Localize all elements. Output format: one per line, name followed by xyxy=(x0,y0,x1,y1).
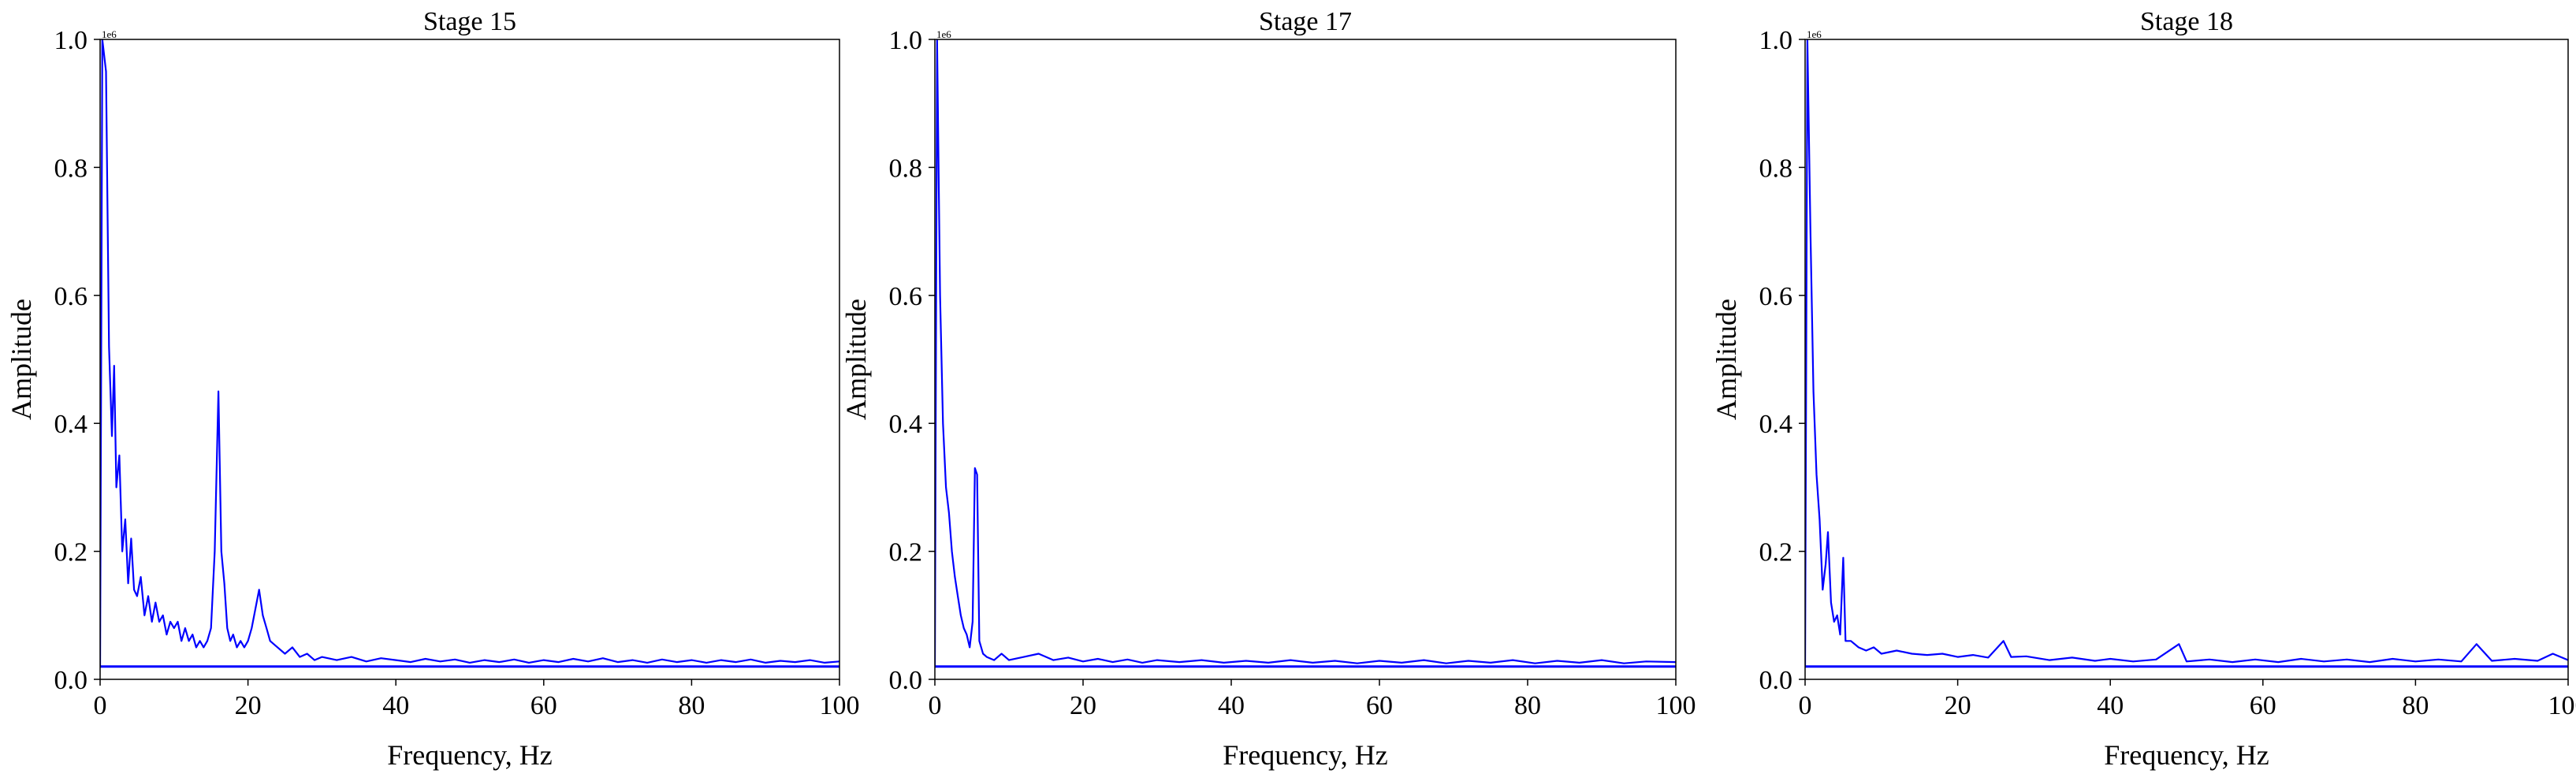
y-axis-label: Amplitude xyxy=(1711,299,1742,420)
chart-title: Stage 18 xyxy=(2140,7,2233,36)
y-tick-label: 0.0 xyxy=(54,666,88,695)
y-tick-label: 0.8 xyxy=(889,154,923,183)
x-tick-label: 40 xyxy=(1218,691,1245,720)
x-tick-label: 100 xyxy=(820,691,860,720)
x-tick-label: 80 xyxy=(1514,691,1541,720)
y-tick-label: 0.2 xyxy=(1759,538,1793,567)
x-tick-label: 20 xyxy=(235,691,262,720)
y-tick-label: 0.2 xyxy=(889,538,923,567)
y-tick-label: 0.2 xyxy=(54,538,88,567)
x-axis-label: Frequency, Hz xyxy=(387,739,553,771)
y-offset-label: 1e6 xyxy=(936,28,951,40)
x-tick-label: 60 xyxy=(530,691,557,720)
chart-title: Stage 15 xyxy=(423,7,516,36)
series-line-1 xyxy=(100,39,839,667)
chart-panel-2: 0 20 40 60 80 100 0.0 0.2 0.4 0.6 0.8 1.0 Stage 17 1e… xyxy=(840,7,1696,771)
chart-panel-1: 0 20 40 60 80 100 0.0 0.2 0.4 0.6 0.8 1.0 Stage 15 1e… xyxy=(6,7,860,771)
y-tick-label: 0.8 xyxy=(1759,154,1793,183)
x-tick-label: 20 xyxy=(1070,691,1096,720)
x-tick-label: 100 xyxy=(2548,691,2576,720)
y-tick-label: 0.4 xyxy=(889,410,923,439)
x-tick-label: 60 xyxy=(1366,691,1393,720)
y-tick-label: 0.0 xyxy=(1759,666,1793,695)
plot-frame xyxy=(99,39,840,680)
x-axis-label: Frequency, Hz xyxy=(1223,739,1388,771)
x-tick-label: 60 xyxy=(2250,691,2276,720)
y-offset-label: 1e6 xyxy=(102,28,117,40)
x-tick-label: 80 xyxy=(678,691,705,720)
y-tick-label: 0.0 xyxy=(889,666,923,695)
y-axis-label: Amplitude xyxy=(840,299,872,420)
x-tick-label: 40 xyxy=(382,691,409,720)
series-line-1 xyxy=(935,39,1676,667)
y-tick-label: 0.6 xyxy=(889,282,923,311)
plot-frame xyxy=(1804,39,2569,680)
y-axis-label: Amplitude xyxy=(6,299,37,420)
y-offset-label: 1e6 xyxy=(1807,28,1822,40)
chart-title: Stage 17 xyxy=(1259,7,1352,36)
y-tick-label: 1.0 xyxy=(54,26,88,55)
y-tick-label: 0.4 xyxy=(1759,410,1793,439)
x-axis-label: Frequency, Hz xyxy=(2104,739,2269,771)
y-tick-label: 0.8 xyxy=(54,154,88,183)
y-tick-label: 0.6 xyxy=(1759,282,1793,311)
plot-frame xyxy=(934,39,1677,680)
y-tick-label: 0.4 xyxy=(54,410,88,439)
x-tick-label: 0 xyxy=(929,691,942,720)
y-tick-label: 1.0 xyxy=(1759,26,1793,55)
chart-panel-3: 0 20 40 60 80 100 0.0 0.2 0.4 0.6 0.8 1.0 Stage 18 1e… xyxy=(1711,7,2576,771)
x-tick-label: 0 xyxy=(1799,691,1812,720)
x-tick-label: 20 xyxy=(1945,691,1971,720)
y-tick-label: 1.0 xyxy=(889,26,923,55)
x-tick-label: 100 xyxy=(1656,691,1696,720)
x-tick-label: 40 xyxy=(2097,691,2124,720)
x-tick-label: 80 xyxy=(2402,691,2429,720)
x-tick-label: 0 xyxy=(94,691,107,720)
series-line-1 xyxy=(1805,39,2568,667)
y-tick-label: 0.6 xyxy=(54,282,88,311)
